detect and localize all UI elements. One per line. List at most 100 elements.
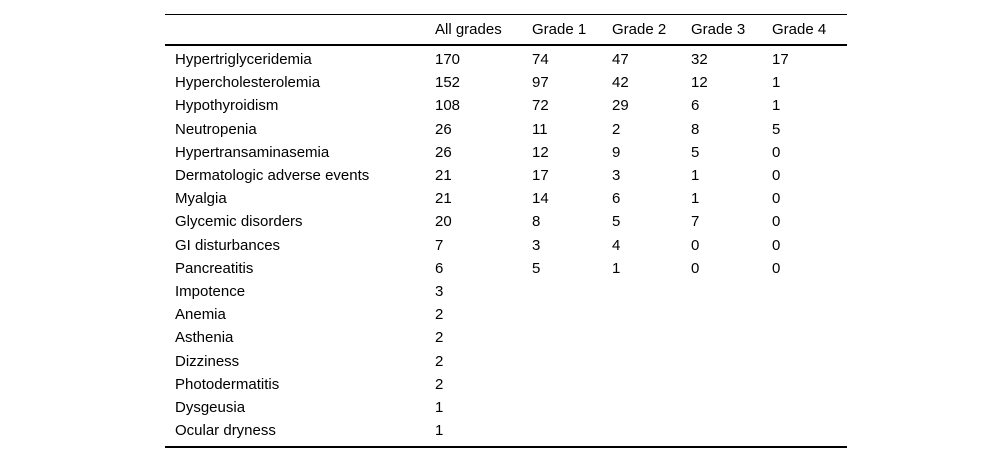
cell-value: 4 <box>612 236 621 254</box>
cell-value <box>772 280 847 303</box>
cell-value: 1 <box>691 190 700 208</box>
cell-value: 3 <box>612 167 621 185</box>
cell-value <box>612 326 691 349</box>
cell-value: 21 <box>435 167 452 185</box>
cell-value: 14 <box>532 190 549 208</box>
cell-value <box>691 396 772 419</box>
cell-value <box>532 303 612 326</box>
row-label: Hypothyroidism <box>175 97 279 115</box>
cell-value: 0 <box>772 259 781 277</box>
cell-value: 6 <box>435 259 444 277</box>
row-label: Photodermatitis <box>175 375 280 393</box>
cell-value: 1 <box>435 422 444 440</box>
row-label: Ocular dryness <box>175 422 276 440</box>
row-label: Dermatologic adverse events <box>175 167 370 185</box>
cell-value: 1 <box>772 97 781 115</box>
cell-value <box>691 373 772 396</box>
cell-value: 5 <box>772 120 781 138</box>
cell-value: 0 <box>691 259 700 277</box>
cell-value: 3 <box>532 236 541 254</box>
cell-value: 1 <box>612 259 621 277</box>
cell-value <box>691 303 772 326</box>
row-label: Hypertriglyceridemia <box>175 51 312 69</box>
cell-value: 42 <box>612 74 629 92</box>
cell-value: 12 <box>532 143 549 161</box>
cell-value <box>691 419 772 447</box>
row-label: Dizziness <box>175 352 240 370</box>
table-body: Hypertriglyceridemia 170 74 47 32 17 Hyperchol… <box>165 45 847 447</box>
cell-value: 2 <box>435 306 444 324</box>
cell-value: 0 <box>772 190 781 208</box>
cell-value: 152 <box>435 74 461 92</box>
cell-value <box>532 280 612 303</box>
cell-value <box>532 419 612 447</box>
row-label-header <box>165 15 435 46</box>
row-label: Impotence <box>175 282 246 300</box>
cell-value <box>612 280 691 303</box>
cell-value <box>691 349 772 372</box>
cell-value <box>532 373 612 396</box>
table-row: Dermatologic adverse events 21 17 3 1 0 <box>165 164 847 187</box>
cell-value: 6 <box>612 190 621 208</box>
cell-value: 1 <box>691 167 700 185</box>
column-header: Grade 4 <box>772 21 827 38</box>
cell-value: 7 <box>435 236 444 254</box>
cell-value: 1 <box>772 74 781 92</box>
row-label: Asthenia <box>175 329 234 347</box>
cell-value: 108 <box>435 97 461 115</box>
table-row: Dysgeusia 1 <box>165 396 847 419</box>
table-header: All grades Grade 1 Grade 2 Grade 3 Grade 4 <box>165 15 847 46</box>
cell-value <box>612 303 691 326</box>
table-row: Dizziness 2 <box>165 349 847 372</box>
cell-value: 29 <box>612 97 629 115</box>
cell-value: 20 <box>435 213 452 231</box>
cell-value: 2 <box>435 375 444 393</box>
row-label: Pancreatitis <box>175 259 254 277</box>
cell-value <box>691 326 772 349</box>
cell-value <box>532 349 612 372</box>
cell-value <box>532 396 612 419</box>
table-row: Hypercholesterolemia 152 97 42 12 1 <box>165 71 847 94</box>
cell-value <box>691 280 772 303</box>
table-row: Glycemic disorders 20 8 5 7 0 <box>165 210 847 233</box>
table-row: Asthenia 2 <box>165 326 847 349</box>
cell-value: 47 <box>612 51 629 69</box>
cell-value: 32 <box>691 51 708 69</box>
cell-value: 97 <box>532 74 549 92</box>
cell-value: 0 <box>691 236 700 254</box>
adverse-events-table-wrap: All grades Grade 1 Grade 2 Grade 3 Grade 4 H… <box>165 14 847 449</box>
cell-value: 6 <box>691 97 700 115</box>
cell-value <box>772 396 847 419</box>
cell-value <box>612 373 691 396</box>
cell-value <box>772 326 847 349</box>
cell-value: 2 <box>612 120 621 138</box>
cell-value: 12 <box>691 74 708 92</box>
table-row: Anemia 2 <box>165 303 847 326</box>
column-header: Grade 2 <box>612 21 667 38</box>
cell-value: 72 <box>532 97 549 115</box>
row-label: Myalgia <box>175 190 227 208</box>
cell-value: 5 <box>532 259 541 277</box>
cell-value <box>772 419 847 447</box>
cell-value <box>612 419 691 447</box>
table-row: Hypertransaminasemia 26 12 9 5 0 <box>165 141 847 164</box>
cell-value: 7 <box>691 213 700 231</box>
cell-value: 17 <box>532 167 549 185</box>
row-label: Neutropenia <box>175 120 257 138</box>
cell-value: 74 <box>532 51 549 69</box>
cell-value: 26 <box>435 120 452 138</box>
cell-value: 26 <box>435 143 452 161</box>
cell-value <box>772 349 847 372</box>
cell-value <box>532 326 612 349</box>
cell-value <box>612 396 691 419</box>
row-label: Dysgeusia <box>175 398 246 416</box>
cell-value: 5 <box>612 213 621 231</box>
cell-value: 17 <box>772 51 789 69</box>
row-label: Glycemic disorders <box>175 213 303 231</box>
column-header: Grade 1 <box>532 21 587 38</box>
cell-value: 2 <box>435 352 444 370</box>
table-row: Hypothyroidism 108 72 29 6 1 <box>165 94 847 117</box>
cell-value: 8 <box>532 213 541 231</box>
cell-value <box>772 373 847 396</box>
table-row: Myalgia 21 14 6 1 0 <box>165 187 847 210</box>
